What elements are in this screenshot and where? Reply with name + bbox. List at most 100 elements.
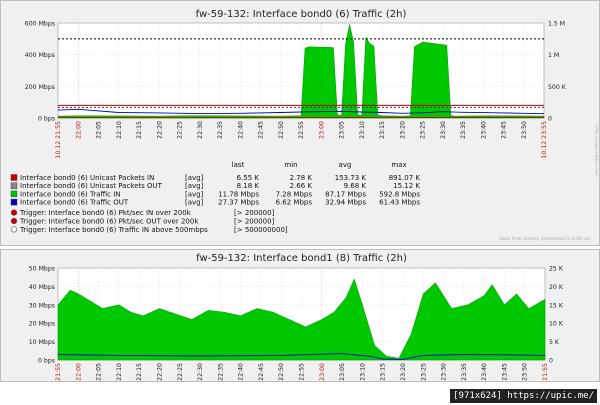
- y-right-tick-label: 25 K: [549, 266, 564, 273]
- x-start-label: 10.12 21:55: [55, 121, 62, 159]
- trigger-icon: [10, 209, 18, 216]
- legend-max: 61.43 Mbps: [379, 199, 420, 207]
- trigger-value: [> 200000]: [234, 209, 275, 217]
- y-right-tick-label: 500 K: [548, 84, 567, 91]
- y-left-tick-label: 0 bps: [38, 116, 55, 123]
- legend-agg: [avg]: [185, 182, 204, 190]
- x-tick-label: 22:25: [177, 121, 184, 139]
- bond0-traffic-graph: fw-59-132: Interface bond0 (6) Traffic (…: [0, 0, 600, 246]
- y-right-tick-label: 0: [549, 358, 553, 365]
- x-start-label: 21:55: [55, 363, 62, 381]
- legend-min: 2.78 K: [290, 174, 313, 182]
- legend-min: 7.28 Mbps: [276, 190, 313, 198]
- legend-header-min: min: [284, 161, 297, 169]
- x-end-label: 10.12 23:55: [541, 121, 548, 159]
- legend-agg: [avg]: [185, 199, 204, 207]
- legend-min: 6.62 Mbps: [276, 199, 313, 207]
- bond1-chart-svg: fw-59-132: Interface bond1 (8) Traffic (…: [29, 253, 564, 381]
- bond1-traffic-graph: fw-59-132: Interface bond1 (8) Traffic (…: [0, 249, 600, 382]
- legend-swatch: [10, 174, 18, 181]
- legend-max: 891.07 K: [389, 174, 421, 182]
- x-tick-label: 23:45: [501, 121, 508, 139]
- y-right-tick-label: 1 M: [548, 52, 559, 59]
- legend-agg: [avg]: [185, 190, 204, 198]
- series-traffic-out-line: [57, 108, 545, 115]
- legend-series-name: Interface bond0 (6) Traffic OUT: [20, 199, 129, 207]
- bond0-chart-svg: fw-59-132: Interface bond0 (6) Traffic (…: [10, 9, 599, 242]
- y-left-tick-label: 600 Mbps: [25, 21, 55, 28]
- legend-swatch: [10, 190, 18, 198]
- legend-series-name: Interface bond0 (6) Unicast Packets OUT: [20, 182, 163, 190]
- x-tick-label: 23:25: [420, 121, 427, 139]
- y-right-tick-label: 10 K: [549, 321, 564, 328]
- x-tick-label: 23:00: [318, 121, 325, 139]
- x-tick-label: 22:00: [75, 363, 82, 381]
- x-tick-label: 22:20: [156, 121, 163, 139]
- trigger-value: [> 200000]: [234, 217, 275, 225]
- x-tick-label: 23:20: [399, 121, 406, 139]
- legend-max: 592.8 Mbps: [379, 190, 420, 198]
- x-tick-label: 22:45: [258, 363, 265, 381]
- zabbix-side-text: http://www.zabbix.com: [593, 125, 599, 177]
- legend-series-name: Interface bond0 (6) Traffic IN: [20, 190, 121, 198]
- x-tick-label: 22:05: [96, 363, 103, 381]
- x-end-label: 21:55: [542, 363, 549, 381]
- legend-header-max: max: [391, 161, 406, 169]
- x-tick-label: 22:20: [156, 363, 163, 381]
- x-tick-label: 22:30: [197, 363, 204, 381]
- legend-series-name: Interface bond0 (6) Unicast Packets IN: [20, 174, 154, 182]
- x-tick-label: 22:05: [96, 121, 103, 139]
- y-left-tick-label: 400 Mbps: [25, 52, 55, 59]
- x-tick-label: 23:05: [339, 363, 346, 381]
- legend-last: 6.55 K: [237, 174, 260, 182]
- legend-avg: 9.68 K: [344, 182, 367, 190]
- y-left-tick-label: 40 Mbps: [29, 284, 55, 291]
- x-tick-label: 23:10: [359, 121, 366, 139]
- x-tick-label: 22:35: [217, 363, 224, 381]
- y-left-tick-label: 50 Mbps: [29, 266, 55, 273]
- x-tick-label: 23:00: [319, 363, 326, 381]
- x-tick-label: 23:10: [359, 363, 366, 381]
- y-left-tick-label: 20 Mbps: [29, 321, 55, 328]
- legend-swatch: [10, 198, 18, 206]
- x-tick-label: 22:10: [116, 121, 123, 139]
- legend-last: 27.37 Mbps: [218, 199, 259, 207]
- x-tick-label: 22:30: [197, 121, 204, 139]
- trigger-name: Trigger: Interface bond0 (6) Pkt/sec OUT…: [19, 217, 199, 225]
- x-tick-label: 22:40: [237, 121, 244, 139]
- trigger-icon: [10, 217, 18, 225]
- legend-header-last: last: [232, 161, 245, 169]
- x-tick-label: 23:40: [481, 363, 488, 381]
- legend-swatch: [10, 182, 18, 189]
- series-traffic-out-line: [57, 353, 546, 360]
- legend-avg: 153.73 K: [335, 174, 367, 182]
- y-right-tick-label: 15 K: [549, 302, 564, 309]
- y-right-tick-label: 20 K: [549, 284, 564, 291]
- y-left-tick-label: 30 Mbps: [29, 302, 55, 309]
- series-traffic-in-area: [57, 24, 545, 119]
- x-tick-label: 22:55: [298, 121, 305, 139]
- plot-area: [57, 22, 545, 119]
- legend-min: 2.66 K: [290, 182, 313, 190]
- series-traffic-in-area: [57, 278, 546, 361]
- legend-max: 15.12 K: [393, 182, 420, 190]
- chart-title: fw-59-132: Interface bond0 (6) Traffic (…: [196, 9, 407, 20]
- legend-last: 11.78 Mbps: [218, 190, 259, 198]
- y-right-tick-label: 0: [548, 116, 552, 123]
- x-tick-label: 22:00: [75, 121, 82, 139]
- legend-avg: 87.17 Mbps: [325, 190, 366, 198]
- x-tick-label: 22:50: [278, 363, 285, 381]
- legend-last: 8.18 K: [237, 182, 260, 190]
- x-tick-label: 23:20: [400, 363, 407, 381]
- x-tick-label: 23:15: [380, 363, 387, 381]
- x-tick-label: 22:25: [177, 363, 184, 381]
- x-tick-label: 23:15: [379, 121, 386, 139]
- legend-avg: 32.94 Mbps: [325, 199, 366, 207]
- x-tick-label: 23:40: [480, 121, 487, 139]
- x-tick-label: 22:40: [238, 363, 245, 381]
- legend-agg: [avg]: [185, 174, 204, 182]
- watermark-label: [971x624] https://upic.me/: [450, 389, 597, 403]
- x-tick-label: 22:50: [278, 121, 285, 139]
- y-left-tick-label: 0 bps: [38, 358, 55, 365]
- trigger-name: Trigger: Interface bond0 (6) Traffic IN …: [19, 226, 208, 234]
